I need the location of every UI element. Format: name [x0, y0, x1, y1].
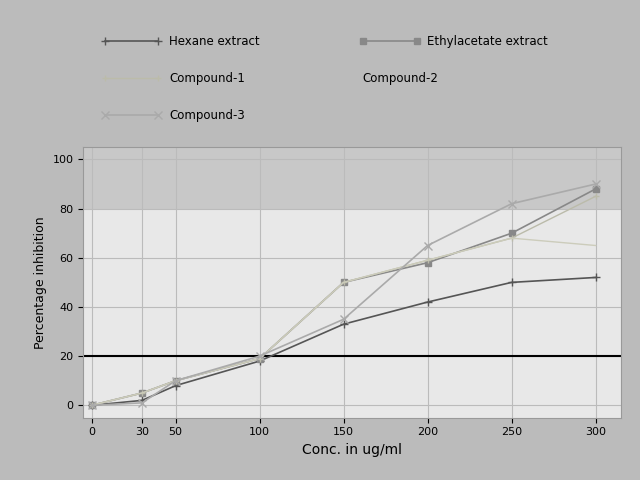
- Text: Hexane extract: Hexane extract: [169, 35, 260, 48]
- Text: Ethylacetate extract: Ethylacetate extract: [428, 35, 548, 48]
- Text: Compound-1: Compound-1: [169, 72, 245, 85]
- Text: Compound-2: Compound-2: [363, 72, 438, 85]
- X-axis label: Conc. in ug/ml: Conc. in ug/ml: [302, 443, 402, 457]
- Text: Compound-3: Compound-3: [169, 108, 245, 122]
- Bar: [83, 147, 621, 209]
- Y-axis label: Percentage inhibition: Percentage inhibition: [34, 216, 47, 348]
